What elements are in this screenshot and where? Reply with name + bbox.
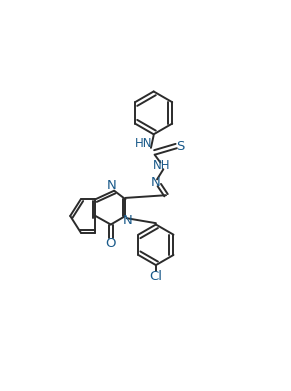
Text: O: O bbox=[106, 237, 116, 250]
Text: Cl: Cl bbox=[149, 270, 162, 283]
Text: N: N bbox=[151, 176, 161, 189]
Text: N: N bbox=[123, 214, 133, 228]
Text: S: S bbox=[177, 140, 185, 152]
Text: NH: NH bbox=[153, 160, 170, 172]
Text: N: N bbox=[107, 179, 117, 192]
Text: HN: HN bbox=[135, 137, 152, 150]
